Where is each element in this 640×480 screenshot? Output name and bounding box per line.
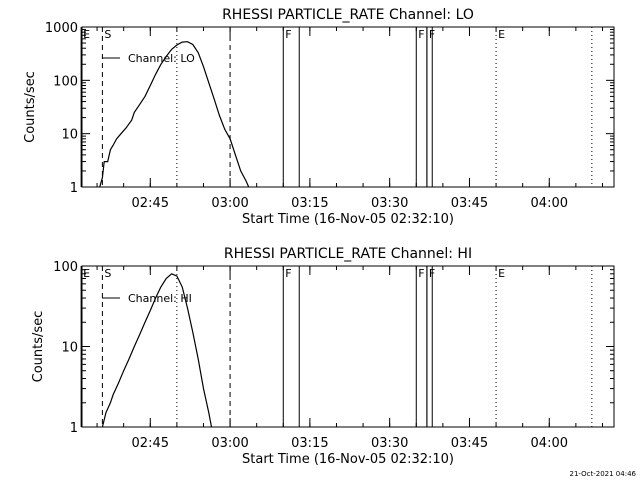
event-marker-label: E <box>498 267 505 280</box>
y-axis-label: Counts/sec <box>23 71 38 143</box>
y-tick-label: 100 <box>53 74 78 89</box>
plot-frame <box>81 265 615 428</box>
legend-label: Channel: LO <box>128 52 195 65</box>
y-tick-label: 1000 <box>45 21 78 36</box>
x-axis-label: Start Time (16-Nov-05 02:32:10) <box>242 212 454 227</box>
y-tick-label: 10 <box>61 128 78 143</box>
chart-panel-2: RHESSI PARTICLE_RATE Channel: HI 1 10 100 02… <box>31 246 615 467</box>
event-marker-label: F <box>285 28 291 41</box>
x-tick-label: 03:00 <box>211 436 248 451</box>
y-tick-label: 100 <box>53 260 78 275</box>
chart-title: RHESSI PARTICLE_RATE Channel: HI <box>224 246 472 262</box>
x-tick-label: 02:45 <box>132 196 169 211</box>
x-tick-label: 03:45 <box>451 196 488 211</box>
event-marker-label: E <box>498 28 505 41</box>
chart-title: RHESSI PARTICLE_RATE Channel: LO <box>222 7 474 23</box>
y-tick-label: 1 <box>70 421 78 436</box>
footer-timestamp: 21-Oct-2021 04:46 <box>570 470 637 478</box>
x-tick-label: 04:00 <box>531 196 568 211</box>
series-line <box>101 273 213 428</box>
y-tick-label: 1 <box>70 181 78 196</box>
event-marker-label: F <box>418 267 424 280</box>
y-tick-label: 10 <box>61 341 78 356</box>
x-tick-label: 03:00 <box>211 196 248 211</box>
event-marker-label: E <box>83 28 90 41</box>
x-tick-label: 04:00 <box>531 436 568 451</box>
x-tick-label: 03:15 <box>291 196 328 211</box>
event-marker-label: E <box>83 267 90 280</box>
y-axis-label: Counts/sec <box>31 311 46 383</box>
event-marker-label: F <box>285 267 291 280</box>
x-tick-label: 02:45 <box>132 436 169 451</box>
x-tick-label: 03:30 <box>371 436 408 451</box>
event-marker-label: F <box>418 28 424 41</box>
event-marker-label: S <box>104 267 111 280</box>
event-marker-label: S <box>104 28 111 41</box>
x-tick-label: 03:45 <box>451 436 488 451</box>
series-line <box>99 41 250 188</box>
x-tick-label: 03:15 <box>291 436 328 451</box>
x-tick-label: 03:30 <box>371 196 408 211</box>
plot-frame <box>81 26 615 188</box>
x-axis-label: Start Time (16-Nov-05 02:32:10) <box>242 452 454 467</box>
chart-panel-1: RHESSI PARTICLE_RATE Channel: LO 1 10 100 10… <box>23 7 615 227</box>
legend-label: Channel: HI <box>128 292 192 305</box>
